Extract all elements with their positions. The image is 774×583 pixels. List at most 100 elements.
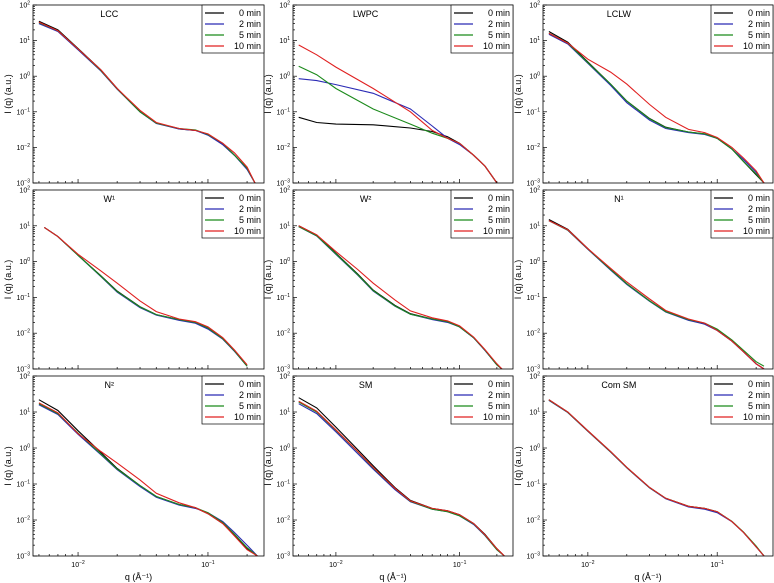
series-line-10-min — [548, 220, 765, 369]
series-group — [298, 225, 503, 369]
plot-frame — [32, 189, 265, 370]
legend-label: 2 min — [748, 390, 770, 400]
panel-8: 10−3 10−2 10−1 100 101 102 10−2 10−1 I (q) (a.u.… — [263, 372, 514, 582]
y-tick-label: 10−1 — [17, 107, 31, 116]
y-tick-label: 10−1 — [277, 480, 291, 489]
series-group — [43, 226, 248, 367]
plot-frame — [542, 375, 774, 557]
legend-label: 5 min — [748, 215, 770, 225]
plot-frame — [542, 189, 774, 370]
panel-title: N² — [104, 380, 114, 390]
y-tick-label: 100 — [529, 444, 540, 453]
legend-label: 5 min — [239, 215, 261, 225]
legend-label: 2 min — [239, 19, 261, 29]
y-tick-label: 10−1 — [17, 293, 31, 302]
legend-label: 5 min — [488, 30, 510, 40]
y-tick-label: 102 — [19, 1, 30, 10]
y-tick-label: 10−3 — [17, 365, 31, 374]
panel-title: W² — [360, 194, 372, 204]
panel-title: N¹ — [614, 194, 624, 204]
y-tick-label: 102 — [279, 1, 290, 10]
series-line-2-min — [38, 404, 258, 556]
series-group — [548, 219, 765, 369]
y-axis-title: I (q) (a.u.) — [513, 74, 523, 114]
legend-label: 10 min — [743, 41, 770, 51]
series-group — [548, 399, 765, 556]
y-tick-label: 102 — [529, 186, 540, 195]
series-line-10-min — [43, 226, 248, 366]
panel-title: Com SM — [601, 380, 636, 390]
legend-label: 0 min — [748, 379, 770, 389]
legend-label: 2 min — [488, 19, 510, 29]
y-tick-label: 101 — [19, 408, 30, 417]
legend-label: 10 min — [483, 412, 510, 422]
y-tick-label: 10−3 — [277, 552, 291, 561]
legend-label: 0 min — [748, 193, 770, 203]
y-tick-label: 100 — [19, 257, 30, 266]
y-tick-label: 10−3 — [527, 552, 541, 561]
legend-label: 2 min — [748, 204, 770, 214]
y-axis-title: I (q) (a.u.) — [3, 260, 13, 300]
y-tick-label: 10−2 — [277, 329, 291, 338]
legend-label: 0 min — [239, 193, 261, 203]
legend-label: 2 min — [239, 204, 261, 214]
series-line-5-min — [298, 226, 503, 369]
y-tick-label: 10−2 — [277, 516, 291, 525]
y-tick-label: 10−3 — [277, 365, 291, 374]
legend-label: 2 min — [748, 19, 770, 29]
legend-label: 0 min — [239, 379, 261, 389]
series-group — [38, 399, 258, 556]
x-axis-title: q (Å⁻¹) — [125, 572, 152, 582]
series-line-10-min — [38, 402, 258, 556]
y-tick-label: 102 — [279, 372, 290, 381]
x-axis-title: q (Å⁻¹) — [634, 572, 661, 582]
legend-label: 10 min — [234, 226, 261, 236]
y-tick-label: 10−2 — [527, 516, 541, 525]
y-tick-label: 102 — [19, 372, 30, 381]
legend-label: 10 min — [234, 412, 261, 422]
x-tick-label: 10−1 — [453, 560, 467, 569]
y-tick-label: 10−2 — [17, 329, 31, 338]
legend-label: 10 min — [743, 412, 770, 422]
panel-title: SM — [359, 380, 373, 390]
y-tick-label: 10−1 — [277, 107, 291, 116]
panel-title: LCLW — [607, 9, 632, 19]
x-tick-label: 10−1 — [710, 560, 724, 569]
y-tick-label: 10−3 — [527, 365, 541, 374]
series-line-0-min — [43, 226, 248, 367]
y-tick-label: 101 — [19, 36, 30, 45]
y-tick-label: 10−3 — [17, 552, 31, 561]
x-axis-title: q (Å⁻¹) — [379, 572, 406, 582]
legend-label: 5 min — [239, 30, 261, 40]
y-tick-label: 10−1 — [277, 293, 291, 302]
legend-label: 5 min — [488, 401, 510, 411]
plot-frame — [32, 4, 265, 184]
legend-label: 10 min — [743, 226, 770, 236]
panel-9: 10−3 10−2 10−1 100 101 102 10−2 10−1 I (q) (a.u.… — [513, 372, 774, 582]
y-axis-title: I (q) (a.u.) — [513, 446, 523, 486]
y-axis-title: I (q) (a.u.) — [263, 446, 273, 486]
y-axis-title: I (q) (a.u.) — [263, 260, 273, 300]
legend-label: 2 min — [488, 390, 510, 400]
y-tick-label: 100 — [19, 72, 30, 81]
plot-frame — [32, 375, 265, 557]
series-group — [548, 31, 765, 183]
series-group — [38, 20, 256, 183]
x-tick-label: 10−2 — [329, 560, 343, 569]
series-line-5-min — [43, 226, 248, 367]
series-line-5-min — [548, 32, 765, 183]
legend-label: 2 min — [488, 204, 510, 214]
y-tick-label: 10−3 — [277, 179, 291, 188]
x-tick-label: 10−2 — [71, 560, 85, 569]
y-tick-label: 10−1 — [527, 293, 541, 302]
series-line-10-min — [298, 225, 503, 369]
y-axis-title: I (q) (a.u.) — [3, 446, 13, 486]
plot-frame — [292, 375, 514, 557]
